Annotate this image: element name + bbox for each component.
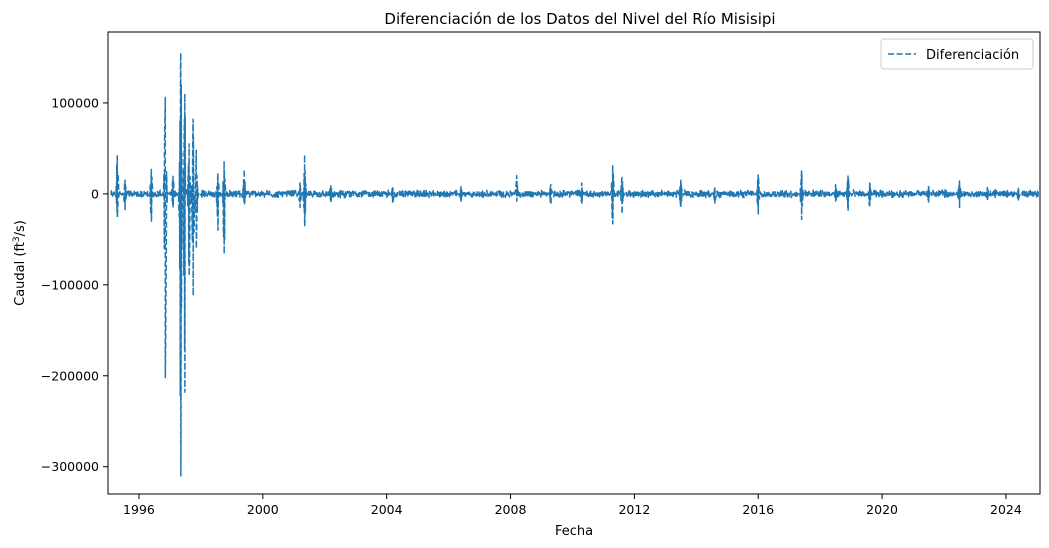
series-line-diferenciacion xyxy=(110,52,1039,477)
y-tick-label: −100000 xyxy=(41,277,99,292)
legend: Diferenciación xyxy=(880,38,1034,70)
y-tick-label: −300000 xyxy=(41,459,99,474)
y-axis-label: Caudal (ft3/s) xyxy=(12,220,28,306)
legend-entry: Diferenciación xyxy=(926,48,1019,63)
x-tick-label: 2020 xyxy=(866,502,898,517)
x-tick-label: 1996 xyxy=(123,502,155,517)
x-tick-label: 2016 xyxy=(742,502,774,517)
x-tick-label: 2024 xyxy=(990,502,1022,517)
y-tick-label: 100000 xyxy=(51,95,99,110)
y-tick-label: 0 xyxy=(91,186,99,201)
y-axis: −300000 −200000 −100000 0 100000 xyxy=(41,95,108,474)
x-tick-label: 2008 xyxy=(495,502,527,517)
x-axis: 1996 2000 2004 2008 2012 2016 2020 2024 xyxy=(123,494,1022,517)
x-tick-label: 2000 xyxy=(247,502,279,517)
x-tick-label: 2004 xyxy=(371,502,403,517)
plot-area xyxy=(110,52,1039,477)
chart-title: Diferenciación de los Datos del Nivel de… xyxy=(384,10,775,28)
x-axis-label: Fecha xyxy=(555,524,593,539)
legend-box xyxy=(880,38,1034,70)
x-tick-label: 2012 xyxy=(618,502,650,517)
axes-frame xyxy=(107,31,1041,495)
y-tick-label: −200000 xyxy=(41,368,99,383)
